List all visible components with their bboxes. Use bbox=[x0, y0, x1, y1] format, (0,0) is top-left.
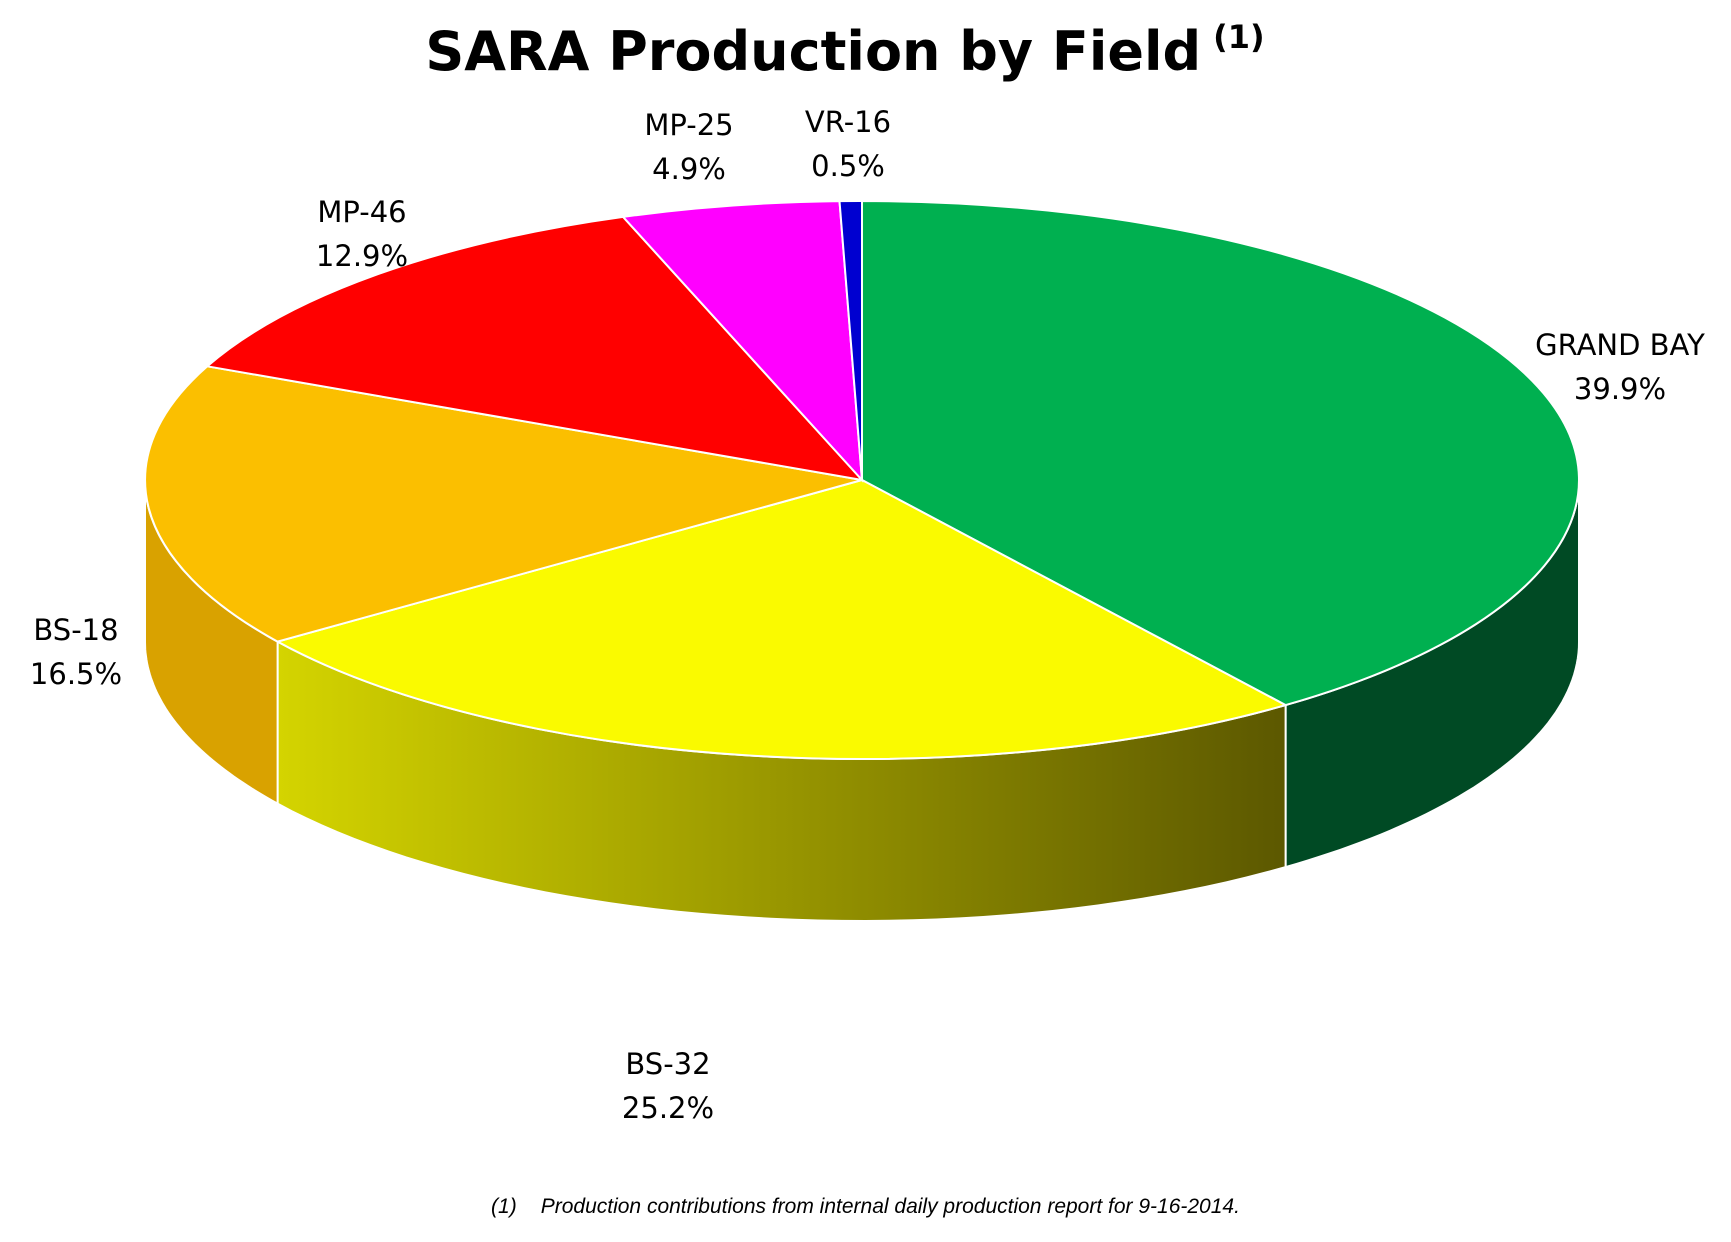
pie-sides bbox=[144, 479, 1580, 923]
slice-label-bs-18: BS-18 bbox=[33, 613, 118, 647]
slice-bs-32 bbox=[274, 478, 1289, 760]
chart-title-superscript: (1) bbox=[1213, 18, 1265, 56]
slice-label-grand-bay: GRAND BAY bbox=[1535, 328, 1705, 362]
slice-grand-bay bbox=[861, 199, 1580, 707]
footnote: (1) Production contributions from interna… bbox=[0, 1195, 1731, 1219]
slice-value-mp-25: 4.9% bbox=[652, 152, 726, 186]
slice-value-bs-32: 25.2% bbox=[622, 1091, 714, 1125]
slice-label-vr-16: VR-16 bbox=[805, 105, 891, 139]
footnote-text: Production contributions from internal d… bbox=[540, 1195, 1240, 1218]
slice-labels: GRAND BAY 39.9% BS-32 25.2% BS-18 16.5% MP-46 1… bbox=[30, 105, 1705, 1125]
slice-value-vr-16: 0.5% bbox=[811, 149, 885, 183]
slice-label-mp-25: MP-25 bbox=[644, 108, 733, 142]
footnote-marker: (1) bbox=[491, 1195, 517, 1218]
slice-mp-25 bbox=[621, 200, 864, 483]
slice-label-mp-46: MP-46 bbox=[317, 195, 406, 229]
slice-label-bs-32: BS-32 bbox=[625, 1047, 710, 1081]
slice-bs-18 bbox=[144, 365, 863, 643]
chart-title: SARA Production by Field (1) bbox=[425, 18, 1264, 83]
slice-value-grand-bay: 39.9% bbox=[1574, 372, 1666, 406]
slice-value-mp-46: 12.9% bbox=[316, 239, 408, 273]
slice-value-bs-18: 16.5% bbox=[30, 657, 122, 691]
chart-title-main: SARA Production by Field bbox=[425, 20, 1201, 83]
slice-mp-46 bbox=[205, 215, 865, 482]
pie-slices bbox=[144, 199, 1580, 760]
slice-vr-16 bbox=[838, 199, 863, 481]
